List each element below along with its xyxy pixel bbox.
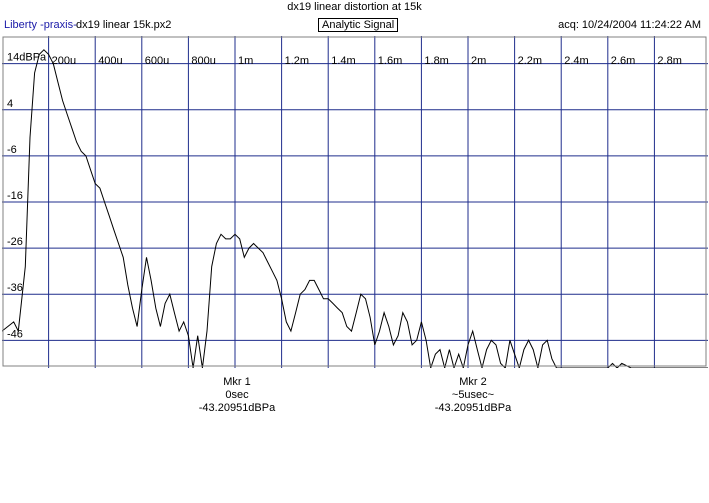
marker-1-readout: Mkr 1 0sec -43.20951dBPa: [172, 376, 302, 415]
x-tick-label: 1.4m: [331, 55, 355, 67]
x-tick-label: 600u: [145, 55, 169, 67]
y-tick-label: -16: [7, 190, 23, 202]
marker-2-time: ~5usec~: [451, 389, 495, 401]
analytic-signal-button[interactable]: Analytic Signal: [318, 18, 399, 32]
marker-2-label: Mkr 2: [459, 376, 487, 388]
x-tick-label: 2.4m: [564, 55, 588, 67]
series-line: [2, 49, 708, 368]
app-name: Liberty -praxis-: [4, 19, 77, 31]
marker-1-time: 0sec: [225, 389, 249, 401]
y-tick-label: -26: [7, 236, 23, 248]
x-tick-label: 1.8m: [424, 55, 448, 67]
y-tick-label: 4: [7, 98, 13, 110]
file-name: dx19 linear 15k.px2: [76, 19, 172, 31]
trace-layer: [2, 49, 708, 368]
x-tick-label: 2.8m: [657, 55, 681, 67]
x-tick-label: 800u: [191, 55, 215, 67]
y-tick-label: -6: [7, 144, 17, 156]
x-tick-label: 1.6m: [378, 55, 402, 67]
x-tick-label: 1.2m: [285, 55, 309, 67]
y-tick-label: 14dBPa: [7, 52, 47, 64]
y-tick-label: -36: [7, 282, 23, 294]
y-tick-label: -46: [7, 328, 23, 340]
marker-2-level: -43.20951dBPa: [434, 402, 512, 414]
x-tick-label: 2.6m: [611, 55, 635, 67]
chart-title: dx19 linear distortion at 15k: [287, 1, 422, 13]
x-tick-label: 1m: [238, 55, 253, 67]
x-tick-label: 400u: [98, 55, 122, 67]
marker-1-level: -43.20951dBPa: [198, 402, 276, 414]
x-tick-label: 200u: [52, 55, 76, 67]
marker-1-label: Mkr 1: [223, 376, 251, 388]
x-tick-label: 2m: [471, 55, 486, 67]
acquisition-timestamp: acq: 10/24/2004 11:24:22 AM: [558, 19, 701, 31]
plot-area: 200u 400u 600u 800u 1m 1.2m 1.4m 1.6m 1.8m 2m 2.2m…: [2, 36, 708, 368]
plot-border: [2, 36, 707, 367]
marker-2-readout: Mkr 2 ~5usec~ -43.20951dBPa: [408, 376, 538, 415]
tick-labels: 200u 400u 600u 800u 1m 1.2m 1.4m 1.6m 1.8m 2m 2.2m…: [7, 52, 682, 341]
x-tick-label: 2.2m: [518, 55, 542, 67]
